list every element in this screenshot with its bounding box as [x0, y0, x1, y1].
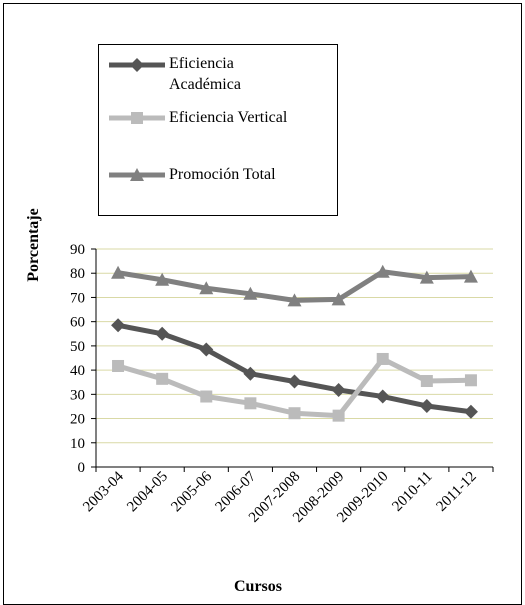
- series-line: [117, 322, 472, 415]
- series: [111, 264, 478, 422]
- y-tick-label: 10: [70, 436, 85, 452]
- legend-label-eficiencia-academica-line2: Académica: [169, 76, 241, 93]
- data-point-marker: [199, 342, 214, 357]
- x-axis-title: Cursos: [234, 578, 282, 595]
- legend-label-eficiencia-vertical: Eficiencia Vertical: [169, 109, 288, 126]
- data-point-marker: [375, 264, 390, 278]
- data-point-marker: [463, 269, 478, 283]
- data-point-marker: [420, 375, 433, 388]
- y-tick-label: 80: [70, 266, 85, 282]
- legend-label-promocion-total: Promoción Total: [169, 166, 276, 183]
- series-0: [111, 318, 478, 419]
- y-tick-label: 70: [70, 290, 85, 306]
- y-tick-labels: 0 10 20 30 40 50 60 70 80 90: [70, 242, 85, 476]
- y-tick-label: 40: [70, 363, 85, 379]
- data-point-marker: [419, 398, 434, 413]
- y-tick-label: 0: [78, 460, 86, 476]
- data-point-marker: [244, 397, 257, 410]
- data-point-marker: [288, 407, 301, 420]
- data-point-marker: [155, 326, 170, 341]
- x-tick-labels: 2003-042004-052005-062006-072007-2008200…: [80, 468, 480, 526]
- data-point-marker: [200, 390, 213, 403]
- data-point-marker: [419, 270, 434, 284]
- data-point-marker: [111, 265, 126, 279]
- data-point-marker: [376, 352, 389, 365]
- x-tick-label: 2003-04: [80, 468, 127, 515]
- y-tick-label: 20: [70, 412, 85, 428]
- chart-legend: Eficiencia Académica Eficiencia Vertical…: [98, 44, 338, 216]
- data-point-marker: [463, 404, 478, 419]
- x-tick-label: 2005-06: [168, 468, 215, 515]
- axes: [91, 248, 494, 472]
- data-point-marker: [287, 374, 302, 389]
- x-tick-label: 2011-12: [433, 469, 479, 515]
- legend-swatch-eficiencia-vertical: [109, 112, 165, 124]
- data-point-marker: [331, 292, 346, 306]
- legend-label-eficiencia-academica-line1: Eficiencia: [169, 55, 234, 72]
- chart-frame: Eficiencia Académica Eficiencia Vertical…: [3, 3, 522, 605]
- data-point-marker: [375, 389, 390, 404]
- data-point-marker: [243, 366, 258, 381]
- data-point-marker: [199, 281, 214, 295]
- x-tick-label: 2004-05: [124, 469, 171, 516]
- data-point-marker: [332, 409, 345, 422]
- y-tick-label: 30: [70, 387, 85, 403]
- series-2: [111, 264, 478, 307]
- data-point-marker: [112, 359, 125, 372]
- y-tick-label: 90: [70, 242, 85, 258]
- y-tick-label: 60: [70, 315, 85, 331]
- data-point-marker: [155, 272, 170, 286]
- legend-swatches: [109, 58, 165, 181]
- data-point-marker: [111, 318, 126, 333]
- data-point-marker: [464, 374, 477, 387]
- data-point-marker: [331, 382, 346, 397]
- data-point-marker: [287, 293, 302, 307]
- legend-swatch-eficiencia-academica: [109, 58, 165, 72]
- y-axis-title: Porcentaje: [25, 208, 42, 281]
- x-tick-label: 2010-11: [389, 469, 435, 515]
- legend-swatch-promocion-total: [109, 168, 165, 181]
- series-1: [112, 352, 477, 422]
- data-point-marker: [156, 372, 169, 385]
- data-point-marker: [243, 286, 258, 300]
- y-tick-label: 50: [70, 339, 85, 355]
